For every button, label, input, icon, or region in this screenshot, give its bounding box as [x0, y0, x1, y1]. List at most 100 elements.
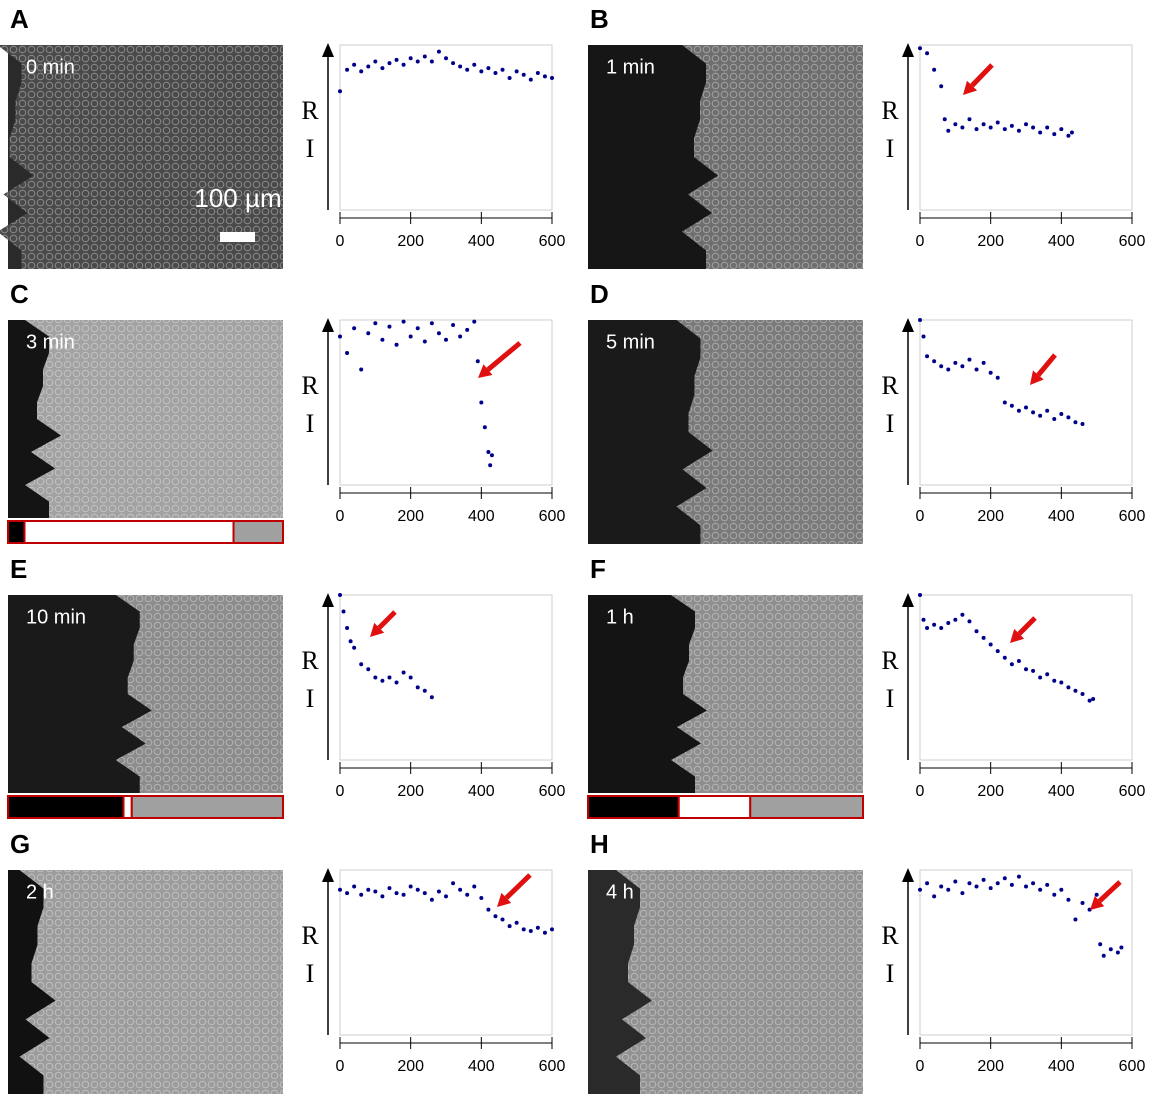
strip-segment: [130, 795, 284, 819]
data-point: [1045, 672, 1050, 677]
x-tick-label: 200: [397, 783, 424, 800]
data-point: [939, 626, 944, 630]
data-point: [528, 929, 533, 934]
data-point: [458, 334, 463, 339]
plot-frame: [339, 44, 553, 211]
data-point: [1024, 405, 1028, 410]
data-point: [1038, 413, 1043, 418]
panel: H 4 h RI 0 200 400 600: [588, 829, 1145, 1094]
data-point: [373, 675, 378, 680]
data-point: [932, 359, 937, 364]
data-point: [1059, 887, 1064, 892]
panel-letter: G: [10, 829, 30, 859]
data-point: [394, 57, 399, 62]
data-point: [373, 321, 378, 326]
data-point: [1002, 876, 1007, 881]
data-point: [528, 77, 533, 82]
tissue-texture: [676, 320, 863, 544]
data-point: [988, 125, 993, 130]
x-tick-label: 0: [916, 233, 925, 250]
data-point: [348, 639, 353, 644]
x-tick-label: 600: [1119, 508, 1146, 525]
y-axis-label: R: [301, 371, 319, 400]
scale-bar-label: 100 µm: [194, 183, 281, 213]
data-point: [918, 46, 922, 51]
x-tick-label: 600: [539, 783, 566, 800]
data-point: [981, 122, 986, 127]
data-point: [550, 927, 554, 932]
panel: E 10 min RI 0 200 400 600: [7, 554, 566, 819]
x-tick-label: 400: [468, 233, 495, 250]
data-point: [479, 896, 484, 901]
y-axis-label: R: [301, 646, 319, 675]
data-point: [366, 64, 371, 69]
data-point: [401, 62, 406, 67]
data-point: [1031, 410, 1036, 415]
data-point: [352, 884, 357, 889]
data-point: [960, 612, 965, 617]
x-tick-label: 0: [336, 783, 345, 800]
data-point: [925, 626, 930, 630]
data-point: [338, 89, 342, 94]
data-point: [1066, 685, 1071, 690]
data-point: [1024, 122, 1028, 127]
data-point: [1002, 127, 1007, 132]
data-point: [1073, 688, 1078, 693]
y-axis-arrowhead: [322, 593, 334, 607]
data-point: [953, 617, 958, 622]
data-point: [988, 642, 993, 647]
tissue-texture: [671, 595, 863, 793]
data-point: [500, 917, 505, 922]
data-point: [1024, 884, 1028, 889]
x-tick-label: 600: [539, 1058, 566, 1075]
data-point: [387, 675, 392, 680]
data-point: [458, 887, 463, 892]
data-point: [465, 892, 470, 897]
data-point: [415, 887, 420, 892]
panel-letter: F: [590, 554, 606, 584]
arrow-shaft: [486, 341, 522, 372]
x-tick-label: 400: [468, 508, 495, 525]
data-point: [444, 894, 448, 899]
data-point: [465, 327, 470, 332]
data-point: [939, 84, 944, 89]
x-tick-label: 600: [1119, 233, 1146, 250]
data-point: [921, 617, 926, 622]
arrow-head: [1030, 370, 1044, 385]
data-point: [939, 884, 944, 889]
y-axis-arrowhead: [322, 43, 334, 57]
panel-letter: D: [590, 279, 609, 309]
data-point: [1031, 668, 1036, 673]
plot-frame: [919, 44, 1133, 211]
time-label: 1 min: [606, 56, 655, 78]
data-point: [542, 74, 547, 79]
data-point: [1080, 692, 1085, 696]
panel-letter: B: [590, 4, 609, 34]
y-axis-label: R: [881, 96, 899, 125]
data-point: [380, 337, 385, 342]
data-point: [488, 463, 493, 468]
data-point: [479, 400, 484, 405]
data-point: [1009, 123, 1014, 128]
data-point: [932, 67, 937, 72]
data-point: [486, 450, 491, 454]
data-point: [338, 887, 342, 892]
x-tick-label: 200: [397, 233, 424, 250]
x-tick-label: 200: [977, 233, 1004, 250]
strip-segment: [7, 520, 26, 544]
data-point: [1115, 950, 1120, 955]
panel: G 2 h RI 0 200 400 600: [8, 829, 565, 1094]
data-point: [507, 924, 512, 929]
data-point: [387, 61, 392, 66]
panel-letter: C: [10, 279, 29, 309]
panel: A 0 min 100 µm RI 0 200 400 600: [0, 4, 565, 269]
data-point: [535, 925, 540, 930]
data-point: [918, 318, 922, 322]
data-point: [1080, 421, 1085, 426]
data-point: [366, 887, 371, 892]
data-point: [1087, 698, 1092, 703]
data-point: [1091, 696, 1096, 701]
x-tick-label: 200: [397, 1058, 424, 1075]
data-point: [953, 360, 958, 365]
panel: C 3 min RI 0 200 400 600: [7, 279, 565, 544]
